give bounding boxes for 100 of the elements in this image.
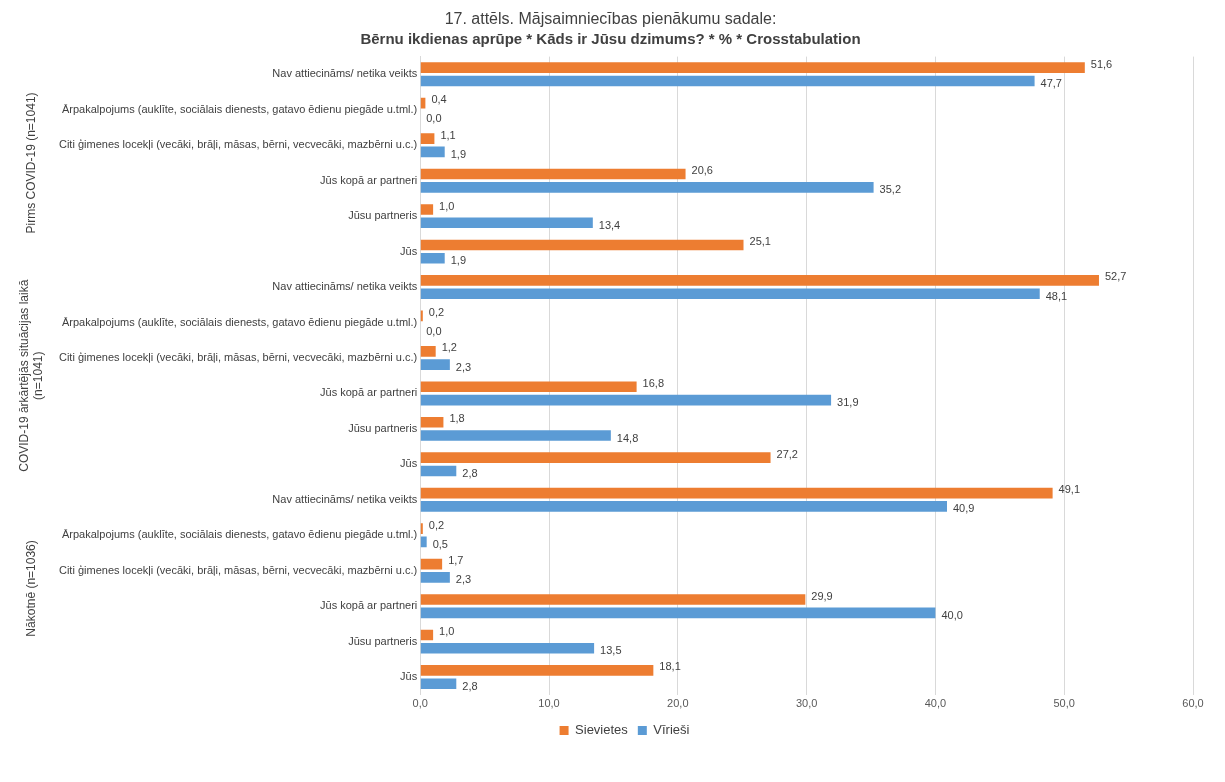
data-label: 40,0 [941,608,963,621]
legend-label: Sievietes [575,722,629,738]
bar [420,394,832,406]
bar [420,536,427,548]
bar [420,252,445,264]
data-label: 1,2 [441,341,457,354]
data-label: 2,8 [462,467,478,480]
y-tick-label: Jūs kopā ar partneri [320,386,418,399]
y-tick-label: Ārpakalpojums (auklīte, sociālais dienests, gatavo ēdienu piegāde u.tml.) [61,528,418,541]
data-label: 16,8 [642,376,665,389]
data-label: 2,3 [455,360,472,373]
data-label: 1,9 [450,254,466,267]
x-tick-label: 50,0 [1053,697,1075,710]
bar [420,62,1085,73]
y-tick-label: Nav attiecināms/ netika veikts [272,492,418,505]
data-label: 1,7 [448,554,464,567]
bar [420,217,593,229]
bar [420,487,1053,499]
data-label: 0,0 [426,325,442,338]
bar [420,430,611,441]
data-label: 13,4 [598,218,621,231]
bar [420,182,874,193]
x-tick-label: 40,0 [924,697,947,710]
data-label: 49,1 [1058,483,1081,496]
data-label: 0,4 [431,93,447,106]
data-label: 13,5 [600,644,622,657]
data-label: 25,1 [749,234,771,247]
bar [420,204,434,215]
data-label: 2,8 [462,679,478,692]
data-label: 1,1 [440,128,456,141]
bar [420,288,1040,300]
bar [420,594,806,605]
y-tick-label: Jūs [400,457,418,470]
bar [420,133,435,144]
text: Nākotnē (n=1036) [24,540,39,637]
data-label: 0,2 [428,305,445,318]
y-tick-label: Citi ģimenes locekļi (vecāki, brāļi, māsas, bērni, vecvecāki, mazbērni u.c.) [58,138,418,151]
data-label: 14,8 [616,431,639,444]
bar [420,642,595,654]
bar [420,416,444,428]
data-label: 51,6 [1090,57,1113,70]
data-label: 18,1 [659,660,681,673]
x-tick-label: 0,0 [412,697,428,710]
bar [420,75,1035,87]
bar [420,168,686,180]
x-tick-label: 20,0 [667,697,689,710]
bar [420,523,423,534]
y-tick-label: Nav attiecināms/ netika veikts [272,280,418,293]
bar [420,275,1099,286]
data-label: 1,9 [450,147,466,160]
text: COVID-19 ārkārtējās situācijas laikā (n=1041) [17,279,46,472]
chart-subtitle: Bērnu ikdienas aprūpe * Kāds ir Jūsu dzimums? * % * Crosstabulation [359,30,862,47]
data-label: 1,0 [439,199,455,212]
y-tick-label: Jūsu partneris [348,209,418,222]
bar [420,665,654,676]
data-label: 29,9 [811,589,833,602]
bar [420,465,457,477]
bar [420,239,744,251]
data-label: 2,3 [455,573,472,586]
data-label: 20,6 [691,164,713,177]
bar [420,572,450,583]
chart-title: 17. attēls. Mājsaimniecības pienākumu sadale: [443,10,778,28]
x-tick-label: 60,0 [1182,697,1204,710]
data-label: 40,9 [953,502,975,515]
y-tick-label: Citi ģimenes locekļi (vecāki, brāļi, māsas, bērni, vecvecāki, mazbērni u.c.) [58,351,418,363]
y-tick-label: Nav attiecināms/ netika veikts [272,67,418,80]
data-label: 52,7 [1104,270,1127,283]
data-label: 0,5 [432,537,448,550]
data-label: 31,9 [837,396,859,409]
x-tick-label: 30,0 [795,697,818,710]
y-tick-label: Jūs kopā ar partneri [320,599,418,612]
bar [420,629,434,641]
text: Pirms COVID-19 (n=1041) [24,92,39,234]
bar [420,607,936,619]
bar [420,359,450,370]
data-label: 47,7 [1040,77,1063,90]
y-tick-label: Jūsu partneris [348,421,418,434]
y-tick-label: Jūs [400,244,418,257]
data-label: 27,2 [776,447,798,460]
y-tick-label: Jūs kopā ar partneri [320,173,418,186]
data-label: 1,8 [449,412,465,425]
data-label: 48,1 [1045,289,1068,302]
data-label: 1,0 [439,625,455,637]
y-tick-label: Ārpakalpojums (auklīte, sociālais dienests, gatavo ēdienu piegāde u.tml.) [61,315,418,328]
bar [420,381,637,393]
data-label: 35,2 [879,183,902,196]
bar [420,310,423,322]
data-label: 0,0 [426,112,442,125]
bar [420,346,436,357]
y-tick-label: Jūs [400,670,418,683]
bar [420,452,771,464]
y-tick-label: Citi ģimenes locekļi (vecāki, brāļi, māsas, bērni, vecvecāki, mazbērni u.c.) [58,563,418,576]
y-tick-label: Ārpakalpojums (auklīte, sociālais dienests, gatavo ēdienu piegāde u.tml.) [61,102,418,115]
bar [420,678,457,690]
bar [420,146,445,158]
legend-label: Vīrieši [653,722,690,738]
bar [420,558,443,570]
data-label: 0,2 [428,518,445,531]
y-tick-label: Jūsu partneris [348,634,418,647]
bar [420,501,947,512]
